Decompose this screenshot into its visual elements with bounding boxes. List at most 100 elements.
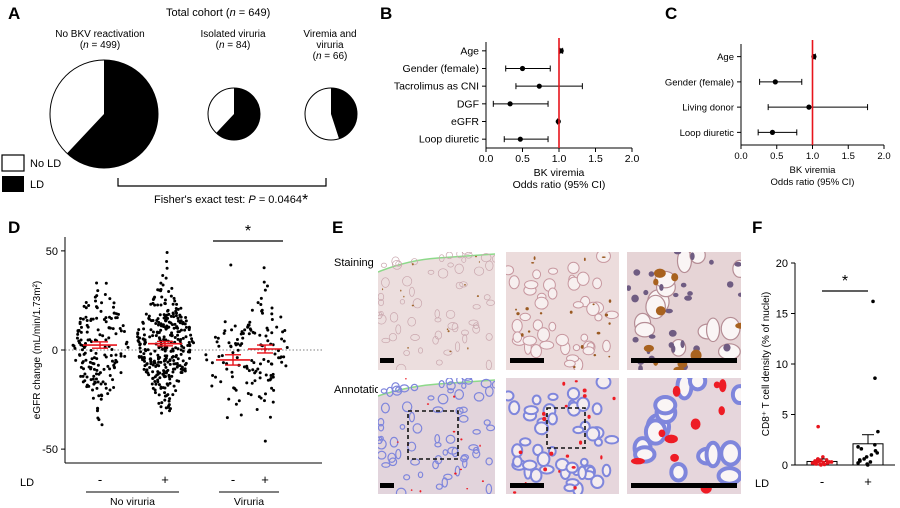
tissue-structure [594, 313, 603, 322]
tissue-structure [464, 284, 466, 286]
tissue-structure [485, 457, 493, 466]
significance-star: * [245, 223, 251, 240]
tissue-structure [399, 424, 406, 430]
y-axis-label: CD8⁺ T cell density (% of nuclei) [761, 292, 772, 436]
data-point [95, 306, 99, 310]
x-tick-label: 2.0 [877, 151, 890, 162]
tissue-structure [427, 269, 435, 275]
tissue-structure [402, 276, 413, 287]
data-point [857, 458, 862, 462]
data-point [223, 320, 227, 324]
panel-label-b: B [380, 4, 393, 23]
data-point [173, 335, 177, 339]
data-point [100, 301, 104, 305]
data-point [176, 347, 180, 351]
data-point [270, 386, 274, 390]
data-point [96, 289, 100, 293]
data-point [122, 329, 126, 333]
tissue-structure [508, 275, 520, 290]
tissue-structure [468, 444, 479, 451]
data-point [164, 338, 168, 342]
data-point [278, 356, 282, 360]
data-point [266, 339, 270, 343]
tissue-structure [533, 256, 536, 260]
data-point [163, 398, 167, 402]
data-point [164, 406, 168, 410]
zoom-box-mid [546, 407, 586, 449]
data-point [186, 350, 190, 354]
tissue-structure [409, 286, 415, 297]
micrograph-staining-low [378, 252, 495, 370]
ld-category-label: - [98, 472, 102, 487]
tissue-structure [485, 483, 493, 494]
tissue-structure [445, 309, 456, 319]
x-tick-label: 0.0 [734, 151, 747, 162]
data-point [171, 302, 175, 306]
data-point [234, 402, 238, 406]
data-point [214, 375, 218, 379]
data-point [143, 364, 147, 368]
data-point [170, 333, 174, 337]
or-point [772, 79, 778, 85]
data-point [97, 394, 101, 398]
data-point [258, 371, 262, 375]
data-point [81, 374, 85, 378]
significance-star: * [842, 273, 848, 290]
data-point [174, 389, 178, 393]
data-point [79, 317, 83, 321]
tissue-structure [690, 418, 701, 430]
data-point [230, 328, 234, 332]
data-point [84, 358, 88, 362]
tissue-structure [378, 292, 385, 301]
tissue-structure [571, 466, 576, 469]
tissue-structure [709, 259, 714, 265]
tissue-structure [381, 288, 384, 291]
tissue-structure [602, 339, 611, 353]
data-point [171, 347, 175, 351]
pie-slice-ld [67, 60, 158, 169]
data-point [865, 462, 869, 466]
data-point [143, 347, 147, 351]
data-point [223, 329, 227, 333]
data-point [179, 306, 183, 310]
data-point [92, 382, 96, 386]
data-point [166, 393, 170, 397]
tissue-structure [630, 457, 645, 465]
data-point [170, 374, 174, 378]
tissue-structure [486, 299, 495, 306]
data-point [262, 399, 266, 403]
tissue-structure [604, 313, 609, 317]
data-point [188, 356, 192, 360]
data-point [179, 328, 183, 332]
forest-plot-b: 0.0 0.5 1.0 1.5 2.0 Age Gender (female) Tacroli… [394, 38, 639, 191]
tissue-structure [716, 466, 741, 486]
data-point [824, 458, 829, 462]
data-point [227, 341, 231, 345]
data-point [96, 416, 100, 420]
data-point [156, 323, 160, 327]
tissue-structure [483, 294, 491, 301]
data-point [106, 392, 110, 396]
tissue-structure [600, 455, 603, 460]
tissue-structure [604, 435, 619, 445]
tissue-structure [580, 333, 589, 342]
data-point [151, 363, 155, 367]
tissue-structure [460, 455, 468, 463]
data-point [148, 357, 152, 361]
data-point [114, 332, 118, 336]
tissue-structure [671, 345, 676, 353]
tissue-structure [476, 295, 479, 298]
data-point [112, 385, 116, 389]
tissue-structure [418, 347, 424, 354]
data-point [219, 380, 223, 384]
data-point [77, 328, 81, 332]
tissue-structure [452, 430, 456, 433]
tissue-structure [445, 434, 456, 444]
tissue-structure [643, 289, 649, 296]
pie-slice-ld [331, 88, 357, 139]
data-point [166, 309, 170, 313]
tissue-structure [432, 460, 440, 470]
data-point [121, 324, 125, 328]
data-point [237, 399, 241, 403]
fisher-bracket [117, 178, 327, 187]
